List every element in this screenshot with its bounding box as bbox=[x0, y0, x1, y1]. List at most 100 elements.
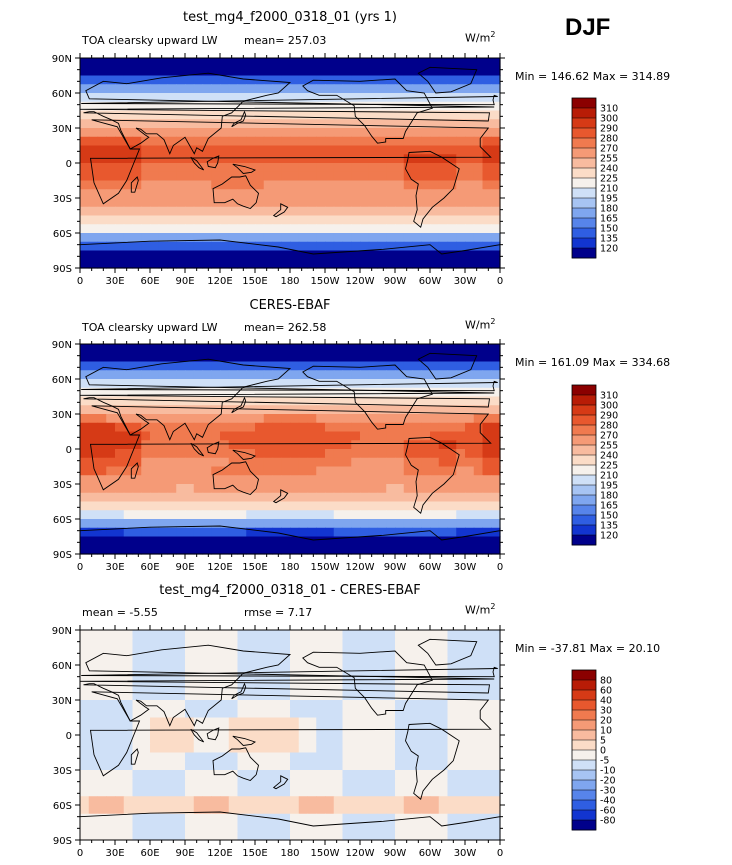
field-cell bbox=[141, 259, 151, 269]
field-cell bbox=[430, 449, 440, 459]
field-cell bbox=[106, 154, 116, 164]
field-cell bbox=[281, 58, 291, 68]
field-cell bbox=[421, 370, 431, 380]
field-cell bbox=[202, 647, 212, 657]
field-cell bbox=[386, 813, 396, 824]
field-cell bbox=[386, 110, 396, 120]
field-cell bbox=[263, 215, 274, 225]
colorbar-swatch bbox=[572, 495, 596, 506]
field-cell bbox=[447, 84, 457, 94]
field-cell bbox=[298, 708, 309, 719]
field-cell bbox=[403, 250, 414, 260]
field-cell bbox=[307, 457, 317, 468]
field-cell bbox=[456, 656, 466, 666]
field-cell bbox=[281, 647, 291, 657]
field-cell bbox=[395, 370, 405, 380]
field-cell bbox=[115, 352, 125, 363]
field-cell bbox=[281, 414, 291, 424]
field-cell bbox=[333, 119, 344, 129]
field-cell bbox=[456, 787, 466, 797]
field-cell bbox=[263, 752, 274, 762]
field-cell bbox=[333, 822, 344, 832]
field-cell bbox=[412, 180, 422, 190]
field-cell bbox=[342, 778, 352, 789]
field-cell bbox=[106, 163, 116, 173]
field-cell bbox=[150, 647, 160, 657]
field-cell bbox=[80, 370, 90, 380]
field-cell bbox=[272, 361, 282, 371]
field-cell bbox=[456, 822, 466, 832]
field-cell bbox=[290, 492, 300, 503]
field-cell bbox=[360, 449, 370, 459]
field-cell bbox=[491, 198, 501, 208]
field-cell bbox=[228, 233, 239, 243]
field-cell bbox=[430, 370, 440, 380]
coastline-eurasia bbox=[79, 72, 495, 155]
coastline-northamerica bbox=[302, 78, 433, 144]
field-cell bbox=[193, 422, 204, 433]
field-cell bbox=[158, 527, 169, 538]
field-cell bbox=[377, 154, 387, 164]
field-cell bbox=[377, 708, 387, 719]
panel-2-minmax: Min = 161.09 Max = 334.68 bbox=[515, 356, 671, 369]
field-cell bbox=[386, 379, 396, 389]
field-cell bbox=[307, 638, 317, 649]
field-cell bbox=[412, 414, 422, 424]
field-cell bbox=[88, 136, 99, 147]
field-cell bbox=[272, 778, 282, 789]
field-cell bbox=[342, 449, 352, 459]
field-cell bbox=[412, 778, 422, 789]
field-cell bbox=[386, 171, 396, 182]
field-cell bbox=[430, 352, 440, 363]
field-cell bbox=[307, 128, 317, 138]
field-cell bbox=[342, 805, 352, 815]
field-cell bbox=[456, 93, 466, 103]
field-cell bbox=[255, 822, 265, 832]
colorbar-swatch bbox=[572, 238, 596, 249]
field-cell bbox=[150, 682, 160, 692]
field-cell bbox=[220, 84, 230, 94]
field-cell bbox=[333, 691, 344, 701]
field-cell bbox=[263, 656, 274, 666]
field-cell bbox=[325, 813, 335, 824]
field-cell bbox=[167, 422, 177, 433]
field-cell bbox=[88, 154, 99, 164]
field-cell bbox=[438, 638, 449, 649]
field-cell bbox=[220, 259, 230, 269]
field-cell bbox=[325, 761, 335, 771]
field-cell bbox=[150, 673, 160, 684]
field-cell bbox=[430, 735, 440, 745]
field-cell bbox=[395, 822, 405, 832]
field-cell bbox=[246, 58, 256, 68]
field-cell bbox=[97, 361, 107, 371]
field-cell bbox=[211, 457, 221, 468]
field-cell bbox=[465, 805, 475, 815]
field-cell bbox=[193, 805, 204, 815]
field-cell bbox=[97, 198, 107, 208]
field-cell bbox=[272, 233, 282, 243]
field-cell bbox=[185, 813, 195, 824]
field-cell bbox=[193, 717, 204, 727]
field-cell bbox=[97, 431, 107, 441]
field-cell bbox=[176, 466, 186, 476]
field-cell bbox=[430, 743, 440, 754]
field-cell bbox=[202, 510, 212, 520]
coastline-borneo bbox=[206, 155, 220, 169]
field-cell bbox=[220, 75, 230, 85]
field-cell bbox=[202, 545, 212, 555]
field-cell bbox=[333, 259, 344, 269]
field-cell bbox=[465, 527, 475, 538]
field-cell bbox=[465, 501, 475, 511]
field-cell bbox=[106, 422, 116, 433]
field-cell bbox=[141, 822, 151, 832]
field-cell bbox=[438, 198, 449, 208]
field-cell bbox=[395, 405, 405, 415]
field-cell bbox=[412, 189, 422, 199]
coastline-sumatra bbox=[190, 728, 205, 743]
field-cell bbox=[430, 726, 440, 736]
field-cell bbox=[80, 198, 90, 208]
field-cell bbox=[395, 224, 405, 234]
colorbar-swatch bbox=[572, 385, 596, 396]
field-cell bbox=[482, 665, 492, 675]
field-cell bbox=[386, 682, 396, 692]
